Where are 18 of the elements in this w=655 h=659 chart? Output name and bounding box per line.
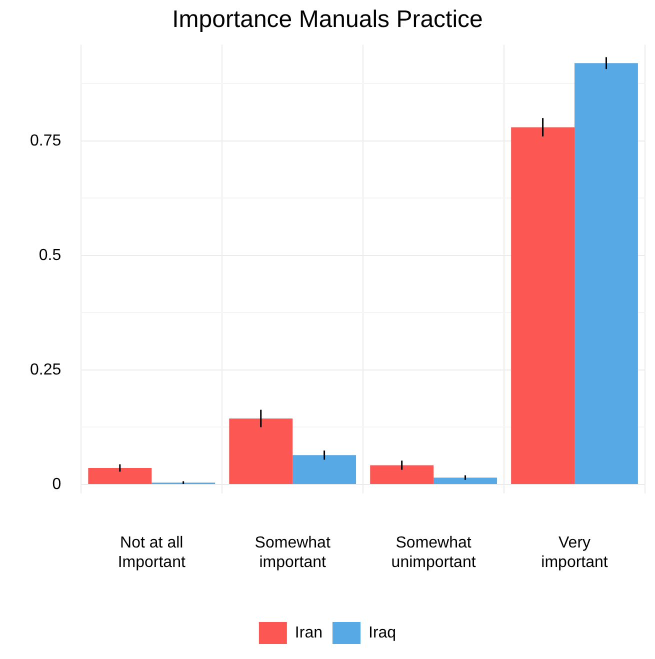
bar — [511, 127, 575, 484]
bar — [292, 455, 356, 484]
legend-label: Iraq — [368, 624, 396, 642]
y-tick-label: 0.25 — [30, 361, 62, 378]
y-tick-label: 0.5 — [38, 246, 62, 264]
x-tick-label: Very important — [541, 534, 608, 571]
x-tick-label: Somewhat unimportant — [391, 534, 476, 571]
bar — [229, 418, 293, 484]
legend-label: Iran — [294, 624, 323, 642]
x-tick-label: Somewhat important — [254, 534, 331, 571]
chart-title: Importance Manuals Practice — [172, 6, 483, 34]
y-tick-label: 0 — [52, 476, 62, 493]
bar — [370, 465, 434, 484]
bar — [88, 468, 152, 484]
x-tick-label: Not at all Important — [118, 534, 186, 571]
bar — [434, 478, 497, 484]
y-tick-label: 0.75 — [30, 132, 62, 150]
bar — [574, 63, 638, 484]
